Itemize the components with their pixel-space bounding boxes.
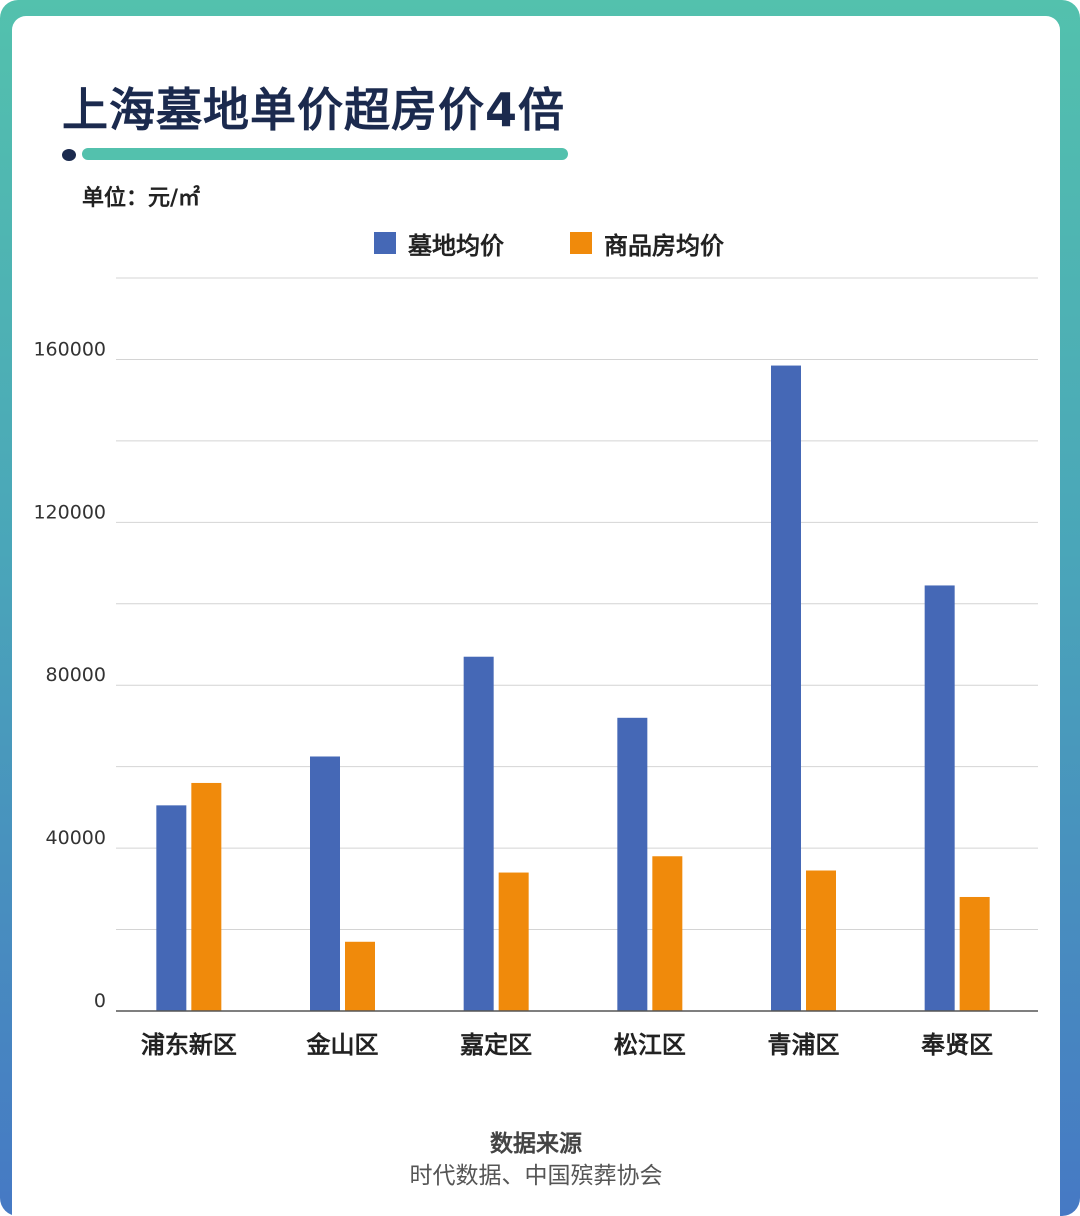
bar-cemetery <box>310 756 340 1011</box>
unit-label: 单位：元/㎡ <box>82 186 201 211</box>
legend-swatch-housing <box>570 232 592 254</box>
y-tick-label: 40000 <box>46 827 106 849</box>
bar-cemetery <box>924 585 955 1011</box>
bar-housing <box>191 782 222 1011</box>
source-title: 数据来源 <box>490 1131 582 1157</box>
bar-housing <box>806 870 836 1011</box>
y-tick-label: 0 <box>94 990 106 1012</box>
x-tick-label: 奉贤区 <box>920 1031 993 1059</box>
y-tick-label: 160000 <box>33 338 106 360</box>
legend-label-cemetery: 墓地均价 <box>408 231 504 260</box>
bar-chart: 0 40000 80000 120000 160000 浦东新区 金山区 嘉定区 松江区 青浦区 奉… <box>33 277 1038 1059</box>
x-tick-label: 金山区 <box>306 1031 379 1059</box>
bar-cemetery <box>463 656 494 1011</box>
x-tick-label: 浦东新区 <box>141 1031 237 1059</box>
x-tick-label: 松江区 <box>614 1031 686 1059</box>
chart-card: 上海墓地单价超房价4倍 单位：元/㎡ 墓地均价 商品房均价 0 40000 8000… <box>12 16 1060 1216</box>
legend-label-housing: 商品房均价 <box>604 231 724 260</box>
y-tick-label: 80000 <box>46 664 106 686</box>
bar-housing <box>498 872 529 1011</box>
legend-item-housing: 商品房均价 <box>570 226 724 261</box>
bar-cemetery <box>156 805 187 1011</box>
legend-item-cemetery: 墓地均价 <box>374 226 504 261</box>
x-tick-label: 青浦区 <box>768 1031 840 1059</box>
title-underline-dot <box>62 149 76 161</box>
bar-cemetery <box>617 717 648 1011</box>
y-tick-label: 120000 <box>33 501 106 523</box>
chart-legend: 墓地均价 商品房均价 <box>374 226 790 261</box>
bar-cemetery <box>771 365 801 1012</box>
title-underline-bar <box>82 148 568 160</box>
page-title: 上海墓地单价超房价4倍 <box>62 83 566 137</box>
bar-housing <box>345 941 375 1011</box>
x-tick-label: 嘉定区 <box>460 1031 532 1059</box>
source-text: 时代数据、中国殡葬协会 <box>409 1163 663 1189</box>
bar-housing <box>959 896 990 1011</box>
bar-housing <box>652 856 683 1011</box>
legend-swatch-cemetery <box>374 232 396 254</box>
